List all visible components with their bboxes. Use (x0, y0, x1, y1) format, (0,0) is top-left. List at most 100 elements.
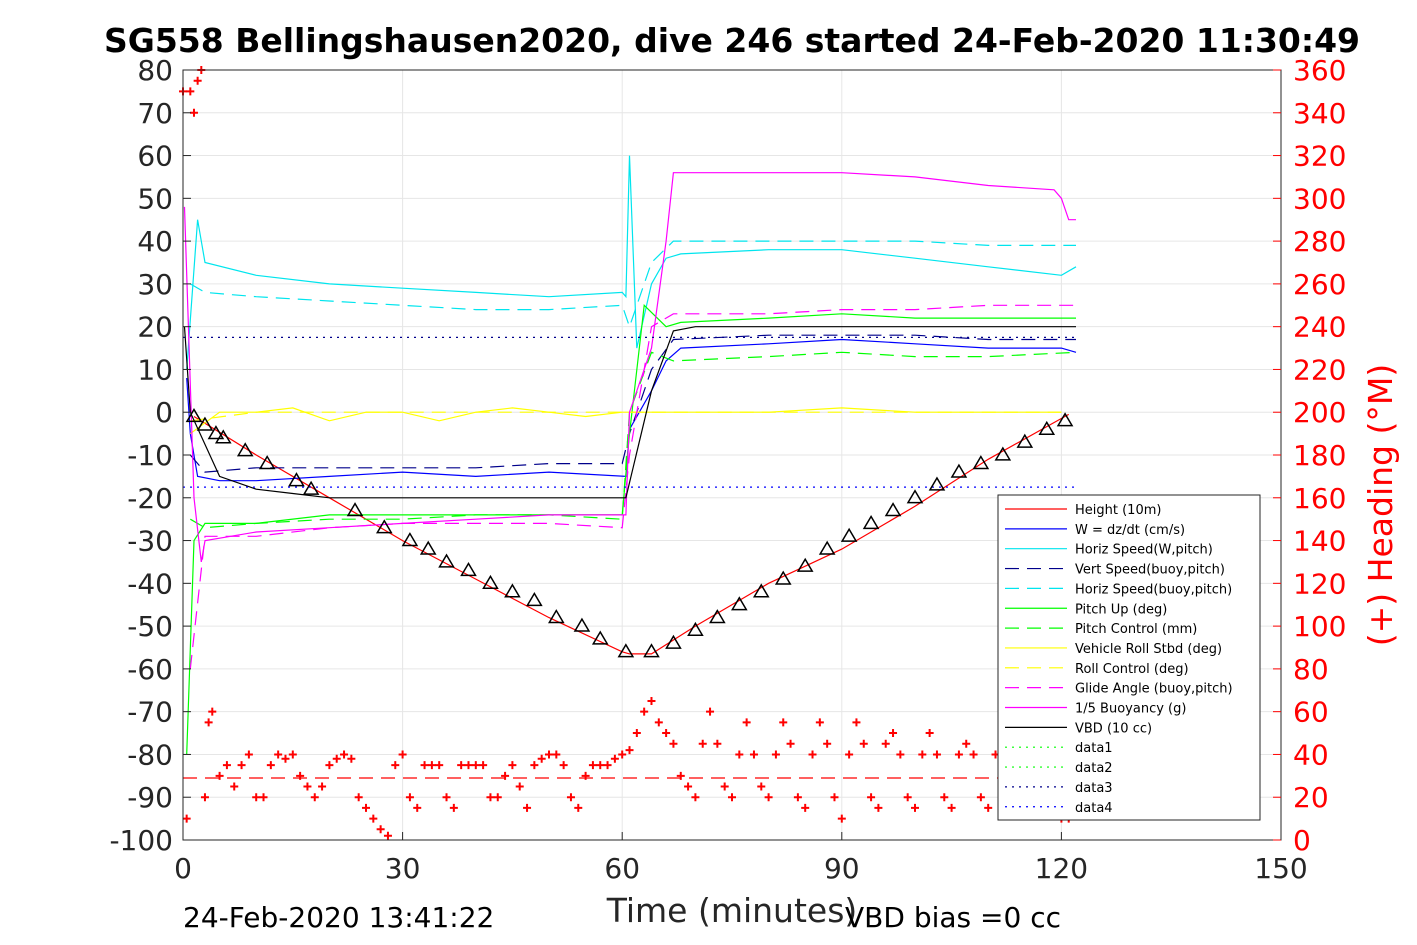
marker-triangle (1016, 433, 1034, 448)
heading-point (530, 761, 539, 770)
heading-point (801, 803, 810, 812)
y-tick-label: 10 (137, 353, 173, 386)
heading-point (764, 793, 773, 802)
heading-point (610, 754, 619, 763)
heading-point (274, 750, 283, 759)
y-axis-left: 80 70 60 50 40 30 20 10 0 -10 -20 -30 -40 -50 -60 -70 -8… (109, 54, 191, 857)
heading-point (471, 761, 480, 770)
y2-tick-label: 60 (1293, 696, 1329, 729)
y-tick-label: -40 (127, 567, 173, 600)
y2-tick-label: 320 (1293, 140, 1346, 173)
marker-triangle (419, 540, 437, 555)
y-tick-label: 40 (137, 225, 173, 258)
x-axis-label: Time (minutes) (606, 891, 858, 930)
marker-triangle (731, 596, 748, 611)
heading-point (193, 76, 202, 85)
y2-tick-label: 0 (1293, 824, 1311, 857)
legend: Height (10m) W = dz/dt (cm/s) Horiz Speed(… (997, 494, 1261, 821)
y-tick-label: 20 (137, 311, 173, 344)
heading-point (925, 729, 934, 738)
footer-timestamp: 24-Feb-2020 13:41:22 (183, 901, 494, 934)
heading-point (479, 761, 488, 770)
legend-label-10: 1/5 Buoyancy (g) (1075, 702, 1186, 717)
heading-point (182, 814, 191, 823)
heading-point (815, 718, 824, 727)
heading-point (625, 746, 634, 755)
heading-point (808, 750, 817, 759)
heading-point (325, 761, 334, 770)
marker-triangle (906, 489, 924, 504)
heading-point (691, 793, 700, 802)
heading-point (735, 750, 744, 759)
marker-triangle (687, 621, 704, 637)
y-tick-label: -50 (127, 610, 173, 643)
y-tick-label: -70 (127, 696, 173, 729)
heading-point (501, 771, 510, 780)
heading-point (698, 739, 707, 748)
series-line-6 (189, 351, 1077, 529)
marker-triangle (207, 425, 225, 440)
marker-triangle (796, 557, 814, 572)
heading-point (493, 793, 502, 802)
heading-point (984, 803, 993, 812)
series-line-4 (189, 240, 1076, 329)
heading-point (204, 718, 213, 727)
marker-triangle (950, 463, 968, 478)
series-line-7 (189, 407, 1062, 435)
heading-point (837, 814, 846, 823)
series-line-3 (189, 334, 1076, 473)
marker-triangle (214, 429, 232, 444)
y-tick-label: 60 (137, 140, 173, 173)
heading-point (881, 739, 890, 748)
y2-tick-label: 240 (1293, 311, 1346, 344)
heading-point (947, 803, 956, 812)
chart-title: SG558 Bellingshausen2020, dive 246 start… (104, 21, 1360, 60)
marker-triangle (972, 455, 990, 470)
y-tick-label: 80 (137, 54, 173, 87)
y-tick-label: 50 (137, 182, 173, 215)
heading-point (420, 761, 429, 770)
heading-point (940, 793, 949, 802)
marker-triangle (752, 583, 770, 598)
heading-point (523, 803, 532, 812)
marker-triangle (840, 527, 858, 542)
heading-point (537, 754, 546, 763)
y-tick-label: -20 (127, 482, 173, 515)
heading-point (647, 696, 656, 705)
x-axis: 0 30 60 90 120 150 (174, 832, 1308, 885)
y-tick-label: -100 (109, 824, 173, 857)
x-tick-label: 0 (174, 852, 192, 885)
heading-point (266, 761, 275, 770)
legend-label-8: Roll Control (deg) (1075, 662, 1189, 677)
legend-label-9: Glide Angle (buoy,pitch) (1075, 682, 1233, 697)
marker-triangle (818, 540, 836, 555)
marker-triangle (643, 643, 660, 658)
legend-label-1: W = dz/dt (cm/s) (1075, 523, 1185, 538)
series-line-2 (186, 155, 1077, 370)
heading-point (398, 750, 407, 759)
marker-triangle (438, 553, 455, 568)
heading-point (845, 750, 854, 759)
heading-point (728, 793, 736, 802)
heading-point (244, 750, 253, 759)
marker-triangle (346, 502, 364, 517)
heading-point (896, 750, 905, 759)
heading-point (911, 803, 919, 812)
heading-point (413, 803, 422, 812)
legend-label-2: Horiz Speed(W,pitch) (1075, 543, 1213, 558)
marker-triangle (862, 514, 880, 530)
legend-label-0: Height (10m) (1075, 503, 1161, 518)
y2-tick-label: 360 (1293, 54, 1346, 87)
heading-point (640, 707, 649, 716)
marker-triangle (928, 476, 946, 491)
heading-point (376, 825, 385, 834)
heading-point (574, 803, 583, 812)
heading-point (369, 814, 378, 823)
heading-point (889, 729, 898, 738)
heading-point (252, 793, 261, 802)
y2-tick-label: 300 (1293, 182, 1346, 215)
heading-point (486, 793, 495, 802)
heading-point (749, 750, 758, 759)
heading-point (742, 718, 751, 727)
